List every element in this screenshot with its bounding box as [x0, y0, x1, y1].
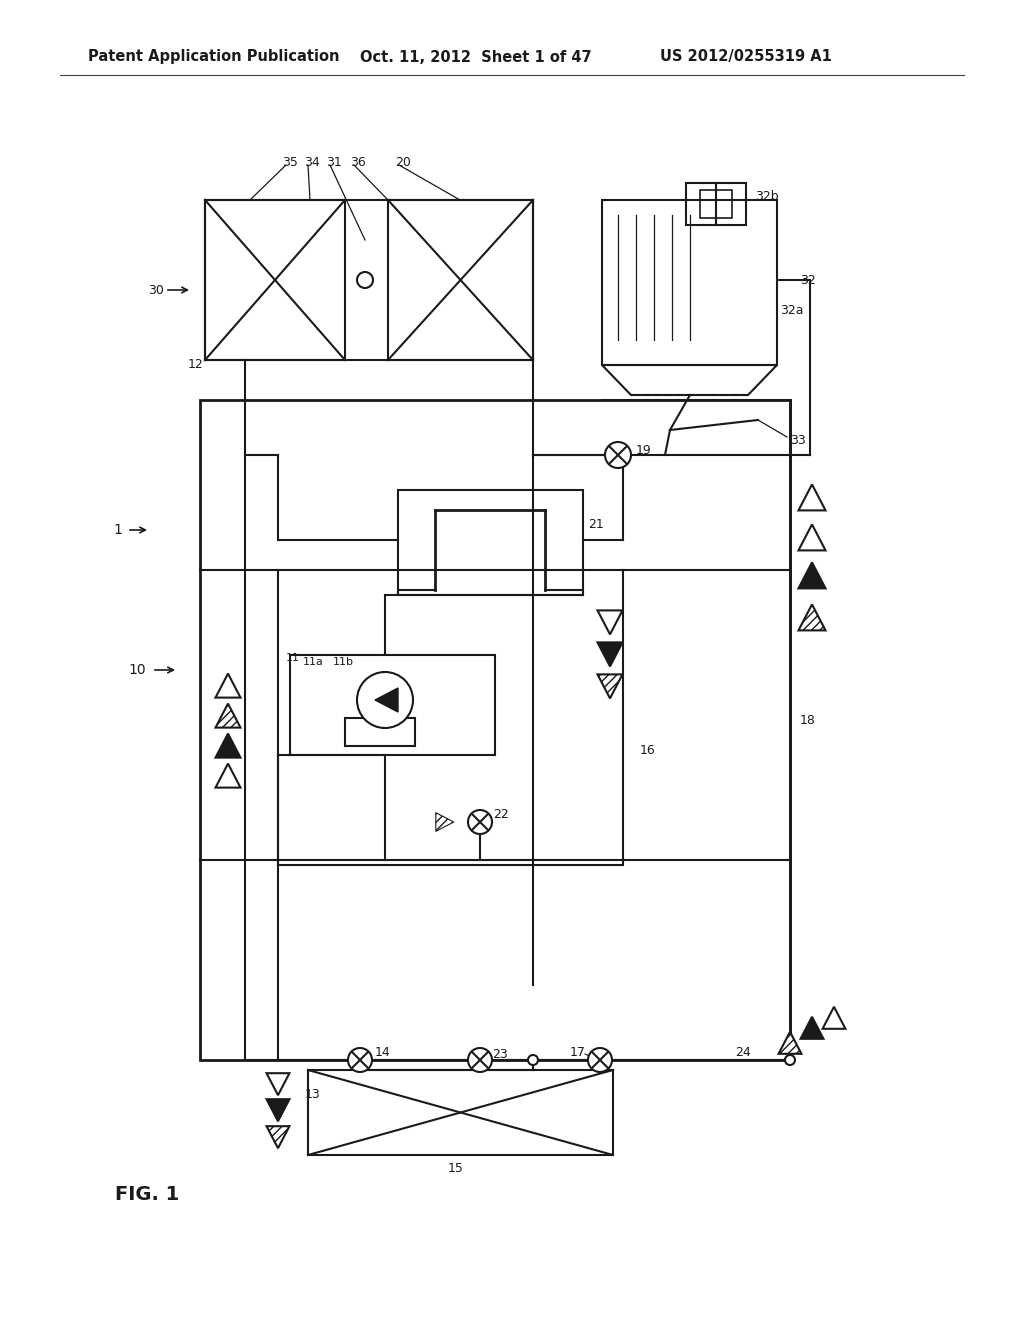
Polygon shape: [215, 704, 241, 727]
Text: 1: 1: [113, 523, 122, 537]
Bar: [388, 201, 534, 360]
Bar: [345, 718, 415, 746]
Text: 19: 19: [636, 444, 651, 457]
Text: 12: 12: [188, 359, 204, 371]
Polygon shape: [266, 1100, 290, 1121]
Polygon shape: [215, 673, 241, 697]
Polygon shape: [215, 763, 241, 788]
Text: 21: 21: [588, 519, 604, 532]
Text: 15: 15: [449, 1162, 464, 1175]
Text: US 2012/0255319 A1: US 2012/0255319 A1: [660, 49, 831, 65]
Bar: [398, 490, 583, 595]
Polygon shape: [375, 688, 398, 711]
Bar: [205, 201, 345, 360]
Circle shape: [605, 442, 631, 469]
Text: 23: 23: [492, 1048, 508, 1061]
Polygon shape: [215, 734, 241, 758]
Polygon shape: [266, 1126, 290, 1148]
Bar: [290, 655, 495, 755]
Text: 11: 11: [286, 653, 300, 663]
Polygon shape: [799, 562, 825, 589]
Text: 33: 33: [790, 433, 806, 446]
Bar: [602, 201, 777, 366]
Text: Oct. 11, 2012  Sheet 1 of 47: Oct. 11, 2012 Sheet 1 of 47: [360, 49, 592, 65]
Text: 22: 22: [493, 808, 509, 821]
Text: 24: 24: [735, 1045, 751, 1059]
Polygon shape: [598, 610, 623, 635]
Text: 32: 32: [800, 273, 816, 286]
Text: 13: 13: [305, 1089, 321, 1101]
Text: 32b: 32b: [755, 190, 778, 202]
Circle shape: [468, 810, 492, 834]
Circle shape: [468, 1048, 492, 1072]
Bar: [200, 400, 790, 1060]
Text: 16: 16: [640, 743, 655, 756]
Text: 35: 35: [282, 157, 298, 169]
Text: 31: 31: [326, 157, 342, 169]
Bar: [700, 190, 732, 218]
Text: 30: 30: [148, 284, 164, 297]
Circle shape: [785, 1055, 795, 1065]
Polygon shape: [799, 484, 825, 511]
Text: Patent Application Publication: Patent Application Publication: [88, 49, 340, 65]
Polygon shape: [799, 524, 825, 550]
Circle shape: [588, 1048, 612, 1072]
Circle shape: [348, 1048, 372, 1072]
Bar: [308, 1071, 613, 1155]
Circle shape: [528, 1055, 538, 1065]
Polygon shape: [801, 1016, 823, 1039]
Text: 20: 20: [395, 157, 411, 169]
Polygon shape: [799, 605, 825, 631]
Polygon shape: [266, 1073, 290, 1096]
Text: 32a: 32a: [780, 304, 804, 317]
Text: 14: 14: [375, 1047, 391, 1060]
Text: 34: 34: [304, 157, 319, 169]
Circle shape: [357, 272, 373, 288]
Text: 11a: 11a: [303, 657, 324, 667]
Polygon shape: [778, 1032, 802, 1053]
Bar: [686, 183, 746, 224]
Polygon shape: [598, 643, 623, 667]
Polygon shape: [436, 813, 454, 832]
Bar: [278, 570, 623, 865]
Text: 36: 36: [350, 157, 366, 169]
Text: FIG. 1: FIG. 1: [115, 1185, 179, 1204]
Polygon shape: [822, 1007, 846, 1028]
Text: 18: 18: [800, 714, 816, 726]
Text: 10: 10: [128, 663, 145, 677]
Text: 17: 17: [570, 1045, 586, 1059]
Circle shape: [357, 672, 413, 729]
Text: 11b: 11b: [333, 657, 354, 667]
Polygon shape: [598, 675, 623, 698]
